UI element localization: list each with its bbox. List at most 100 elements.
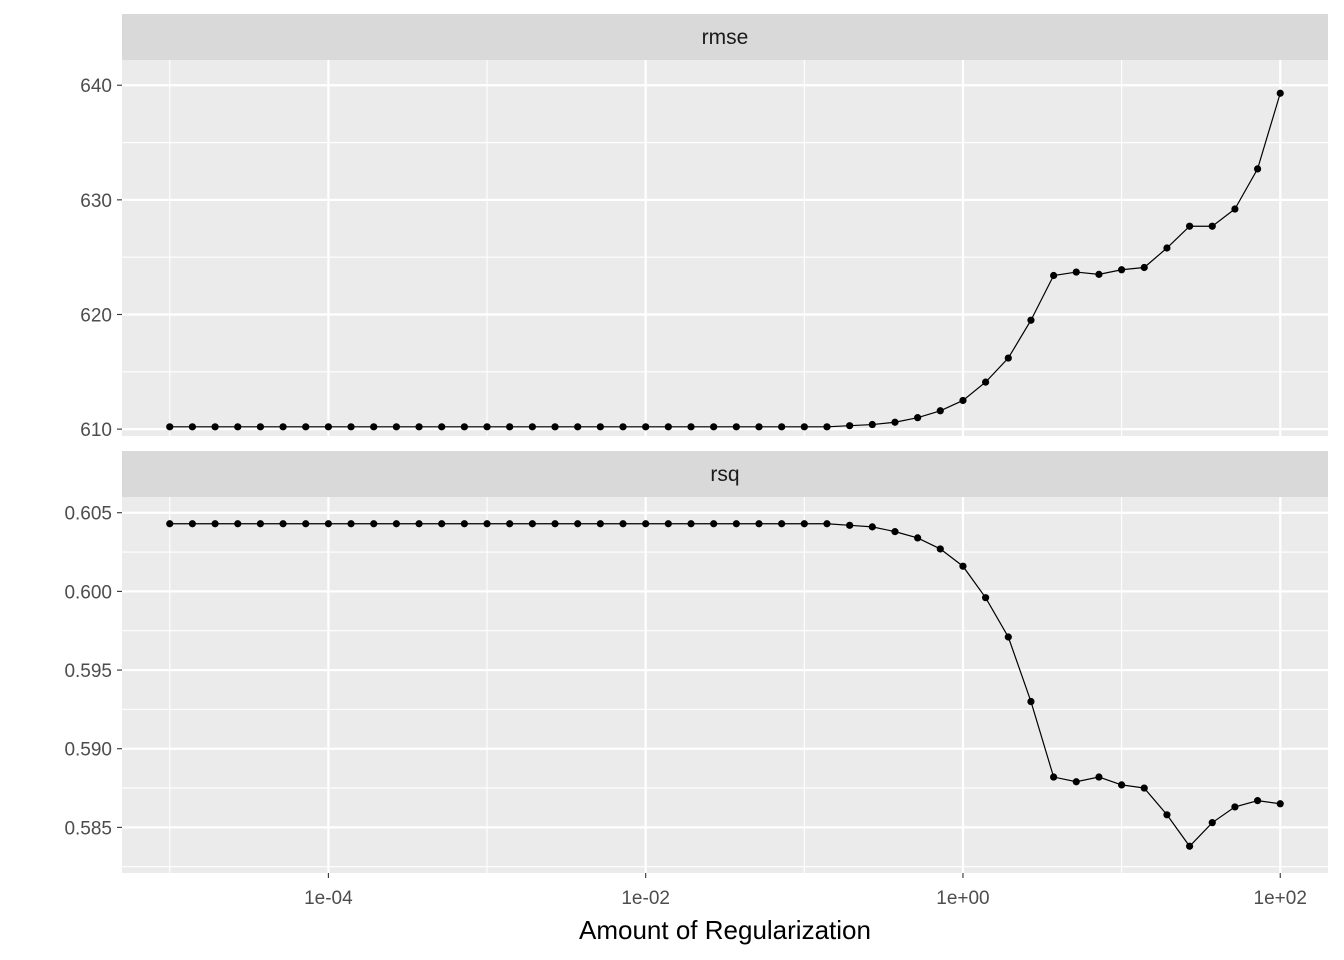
- data-point: [936, 545, 944, 553]
- data-point: [1231, 803, 1239, 811]
- data-point: [778, 520, 786, 528]
- data-point: [460, 423, 468, 431]
- y-tick-label: 610: [80, 420, 112, 441]
- data-point: [800, 423, 808, 431]
- data-point: [415, 520, 423, 528]
- strip-rmse: [122, 14, 1328, 60]
- y-tick-label: 0.590: [64, 740, 112, 761]
- data-point: [256, 423, 265, 431]
- panel-rmse: rmse 610 620 630 640: [80, 14, 1328, 441]
- data-point: [1027, 697, 1035, 706]
- data-point: [936, 407, 944, 415]
- data-point: [1095, 773, 1103, 781]
- data-point: [778, 423, 786, 431]
- data-point: [324, 423, 332, 431]
- data-point: [166, 423, 174, 431]
- data-point: [846, 422, 854, 430]
- data-point: [1186, 222, 1194, 230]
- data-point: [891, 418, 899, 426]
- data-point: [1118, 266, 1126, 274]
- y-tick-label: 630: [80, 191, 112, 212]
- data-point: [823, 520, 831, 528]
- data-point: [1208, 222, 1216, 230]
- data-point: [438, 520, 446, 528]
- data-point: [710, 423, 718, 431]
- plot-area-rsq: [122, 497, 1328, 873]
- data-point: [551, 423, 559, 431]
- data-point: [619, 423, 627, 431]
- y-tick-label: 0.605: [64, 504, 112, 525]
- data-point: [1276, 800, 1284, 808]
- data-point: [959, 562, 967, 570]
- x-axis-title: Amount of Regularization: [579, 915, 871, 945]
- data-point: [415, 423, 423, 431]
- data-point: [1118, 781, 1126, 789]
- data-point: [687, 520, 695, 528]
- series-line-rsq: [169, 523, 1281, 848]
- data-point: [483, 423, 491, 431]
- data-point: [642, 520, 650, 528]
- data-point: [1072, 268, 1080, 276]
- data-point: [279, 520, 287, 528]
- data-point: [1208, 819, 1216, 827]
- data-point: [596, 423, 604, 431]
- data-point: [959, 396, 967, 405]
- data-point: [710, 520, 718, 528]
- data-point: [188, 520, 196, 528]
- data-point: [982, 378, 990, 386]
- data-point: [982, 594, 990, 602]
- data-point: [732, 520, 740, 528]
- data-point: [302, 520, 310, 528]
- data-point: [370, 520, 378, 528]
- data-point: [1050, 773, 1058, 781]
- data-point: [891, 528, 899, 536]
- strip-label-rsq: rsq: [710, 463, 739, 486]
- y-tick-label: 0.600: [64, 582, 112, 603]
- data-point: [664, 520, 672, 528]
- data-point: [347, 423, 355, 431]
- data-point: [211, 520, 219, 528]
- data-point: [1004, 354, 1012, 362]
- data-point: [1186, 842, 1194, 850]
- data-point: [483, 520, 491, 528]
- data-point: [1140, 263, 1148, 272]
- data-point: [256, 520, 265, 528]
- data-point: [1004, 633, 1012, 641]
- data-point: [1163, 811, 1171, 819]
- data-point: [1253, 797, 1262, 805]
- plot-background-rmse: [122, 60, 1328, 436]
- data-point: [868, 523, 876, 531]
- series-line-rmse: [169, 93, 1281, 428]
- x-tick-label: 1e-02: [621, 888, 670, 909]
- data-point: [1095, 270, 1103, 278]
- data-point: [846, 521, 854, 529]
- data-point: [914, 534, 922, 542]
- data-point: [211, 423, 219, 431]
- data-point: [1072, 778, 1080, 786]
- data-point: [823, 423, 831, 431]
- data-point: [574, 423, 582, 431]
- data-point: [460, 520, 468, 528]
- data-point: [1276, 89, 1284, 97]
- y-tick-label: 640: [80, 76, 112, 97]
- data-point: [596, 520, 604, 528]
- data-point: [1163, 244, 1171, 252]
- data-point: [166, 520, 174, 528]
- x-tick-label: 1e-04: [304, 888, 353, 909]
- data-point: [528, 423, 536, 431]
- data-point: [551, 520, 559, 528]
- data-point: [1050, 271, 1058, 280]
- data-point: [392, 423, 400, 431]
- data-point: [574, 520, 582, 528]
- data-point: [642, 423, 650, 431]
- y-tick-label: 620: [80, 305, 112, 326]
- data-point: [1140, 784, 1148, 792]
- data-point: [302, 423, 310, 431]
- plot-area-rmse: [122, 60, 1328, 436]
- data-point: [506, 423, 514, 431]
- data-point: [1231, 205, 1239, 213]
- y-tick-label: 0.585: [64, 818, 112, 839]
- data-point: [506, 520, 514, 528]
- panels: rmse 610 620 630 640 rsq 0.585 0.590 0.595 0.600 0…: [64, 14, 1328, 909]
